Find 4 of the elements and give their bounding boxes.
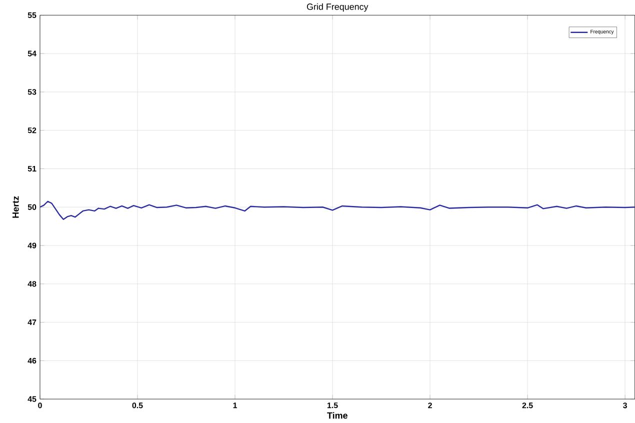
line-series: [40, 200, 635, 220]
chart-title: Grid Frequency: [306, 3, 368, 12]
x-axis-title: Time: [327, 412, 348, 419]
y-axis-title: Hertz: [12, 196, 19, 218]
